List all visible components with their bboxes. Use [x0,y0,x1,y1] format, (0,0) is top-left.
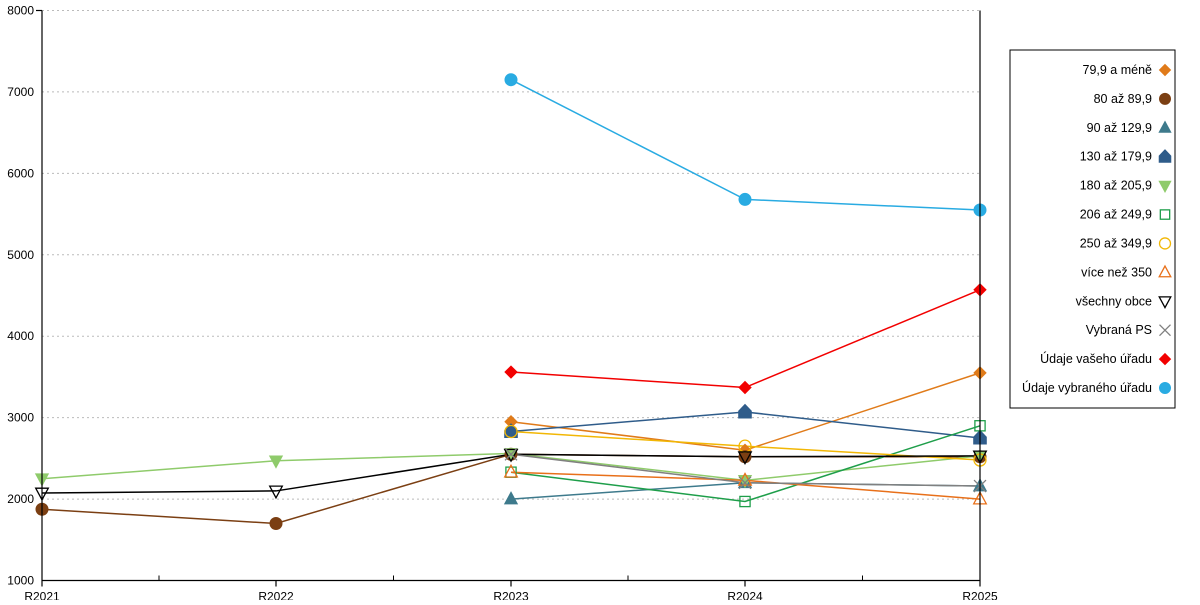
svg-text:více než 350: více než 350 [1081,265,1152,279]
svg-text:4000: 4000 [7,329,34,343]
svg-text:130 až 179,9: 130 až 179,9 [1080,150,1152,164]
svg-text:R2021: R2021 [24,590,60,601]
svg-text:R2022: R2022 [258,590,294,601]
svg-text:206 až 249,9: 206 až 249,9 [1080,208,1152,222]
svg-text:Údaje vybraného úřadu: Údaje vybraného úřadu [1022,380,1152,395]
svg-text:80 až 89,9: 80 až 89,9 [1094,92,1152,106]
svg-text:Údaje vašeho úřadu: Údaje vašeho úřadu [1040,351,1152,366]
svg-text:R2025: R2025 [962,590,998,601]
svg-text:Vybraná PS: Vybraná PS [1086,323,1152,337]
svg-text:90 až 129,9: 90 až 129,9 [1087,121,1152,135]
svg-text:2000: 2000 [7,492,34,506]
svg-text:všechny obce: všechny obce [1076,294,1152,308]
svg-text:250 až 349,9: 250 až 349,9 [1080,236,1152,250]
svg-text:6000: 6000 [7,166,34,180]
svg-text:180 až 205,9: 180 až 205,9 [1080,179,1152,193]
svg-text:R2023: R2023 [493,590,529,601]
svg-text:R2024: R2024 [727,590,763,601]
svg-text:8000: 8000 [7,4,34,18]
svg-text:5000: 5000 [7,248,34,262]
svg-text:1000: 1000 [7,574,34,588]
svg-text:79,9 a méně: 79,9 a méně [1083,63,1153,77]
svg-text:7000: 7000 [7,85,34,99]
svg-text:3000: 3000 [7,411,34,425]
